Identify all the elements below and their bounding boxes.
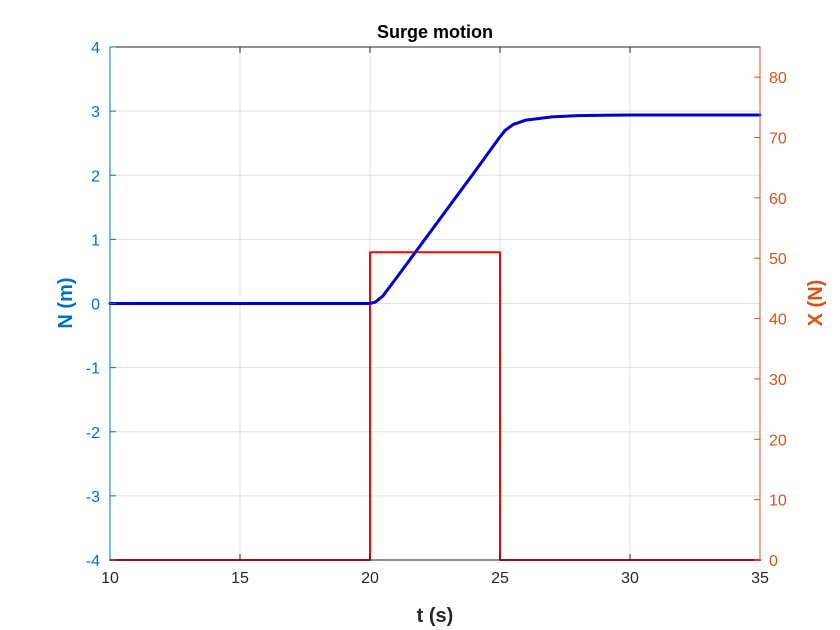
position-series-line xyxy=(108,113,762,305)
left-y-tick-label: 3 xyxy=(91,104,100,121)
right-y-axis: 0 10 20 30 40 50 60 70 80 xyxy=(754,47,787,570)
left-y-tick-label: -3 xyxy=(86,489,100,506)
x-tick-label: 35 xyxy=(751,570,769,587)
right-y-tick-label: 70 xyxy=(769,131,787,148)
left-y-tick-label: 4 xyxy=(91,40,100,57)
right-y-tick-label: 50 xyxy=(769,251,787,268)
right-y-tick-label: 60 xyxy=(769,191,787,208)
x-tick-label: 15 xyxy=(231,570,249,587)
right-y-tick-label: 10 xyxy=(769,493,787,510)
x-axis-title: t (s) xyxy=(417,605,454,627)
right-y-tick-label: 0 xyxy=(769,553,778,570)
left-y-axis: -4 -3 -2 -1 0 1 2 3 4 xyxy=(86,40,116,570)
right-y-tick-label: 80 xyxy=(769,70,787,87)
left-y-tick-label: -1 xyxy=(86,361,100,378)
right-y-tick-label: 30 xyxy=(769,372,787,389)
left-y-tick-label: 2 xyxy=(91,168,100,185)
left-y-axis-title: N (m) xyxy=(55,277,77,328)
right-y-tick-label: 40 xyxy=(769,312,787,329)
right-y-axis-title: X (N) xyxy=(805,280,827,327)
left-y-tick-label: -4 xyxy=(86,553,100,570)
x-tick-label: 10 xyxy=(101,570,119,587)
left-y-tick-label: 0 xyxy=(91,297,100,314)
x-tick-label: 25 xyxy=(491,570,509,587)
left-y-tick-label: -2 xyxy=(86,425,100,442)
x-axis: 10 15 20 25 30 35 xyxy=(101,47,769,587)
x-tick-label: 20 xyxy=(361,570,379,587)
x-tick-label: 30 xyxy=(621,570,639,587)
chart-title: Surge motion xyxy=(377,22,493,42)
left-y-tick-label: 1 xyxy=(91,232,100,249)
right-y-tick-label: 20 xyxy=(769,432,787,449)
